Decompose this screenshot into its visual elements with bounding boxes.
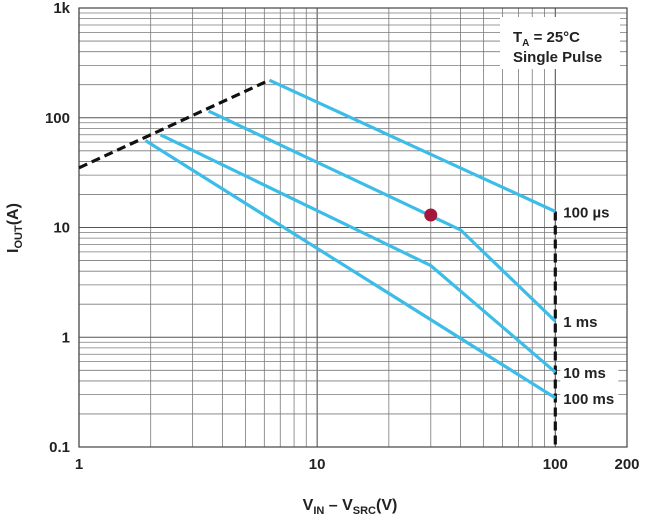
series-label-2: 1 ms	[563, 314, 597, 331]
series-lines	[144, 78, 557, 400]
legend-box	[500, 17, 620, 69]
series-labels: 100 µs 1 ms 10 ms 100 ms	[560, 203, 619, 408]
series-label-4: 100 ms	[563, 391, 614, 408]
legend-line-1: TA = 25°C	[513, 29, 580, 49]
y-tick-label: 100	[45, 110, 70, 127]
soa-boundary-segment	[78, 78, 271, 170]
series-label-bg	[560, 203, 619, 222]
x-tick-label: 10	[309, 456, 326, 473]
series-line-3	[159, 133, 557, 374]
y-tick-label: 10	[53, 220, 70, 237]
series-label-bg	[560, 313, 619, 332]
marker-layer	[424, 208, 438, 222]
y-tick-label: 0.1	[49, 439, 70, 456]
soa-boundary	[78, 78, 557, 447]
series-label-bg	[560, 364, 619, 383]
legend-line-2: Single Pulse	[513, 49, 602, 66]
x-tick-label: 200	[614, 456, 639, 473]
series-line-2	[207, 109, 557, 323]
series-label-bg	[560, 389, 619, 408]
series-line-1	[268, 78, 556, 213]
x-axis-title: VIN – VSRC(V)	[303, 497, 398, 517]
x-tick-label: 1	[75, 456, 83, 473]
series-label-3: 10 ms	[563, 365, 606, 382]
y-tick-label: 1k	[53, 0, 70, 17]
y-axis-title: IOUT(A)	[5, 203, 25, 253]
y-tick-label: 1	[62, 329, 70, 346]
series-label-1: 100 µs	[563, 204, 609, 221]
legend: TA = 25°C Single Pulse	[500, 17, 620, 69]
plot-frame	[78, 7, 628, 448]
operating-point-marker	[424, 208, 438, 222]
x-tick-label: 100	[543, 456, 568, 473]
tick-labels: 1 10 100 200 0.1 1 10 100 1k	[45, 0, 640, 473]
series-line-4	[144, 139, 557, 400]
